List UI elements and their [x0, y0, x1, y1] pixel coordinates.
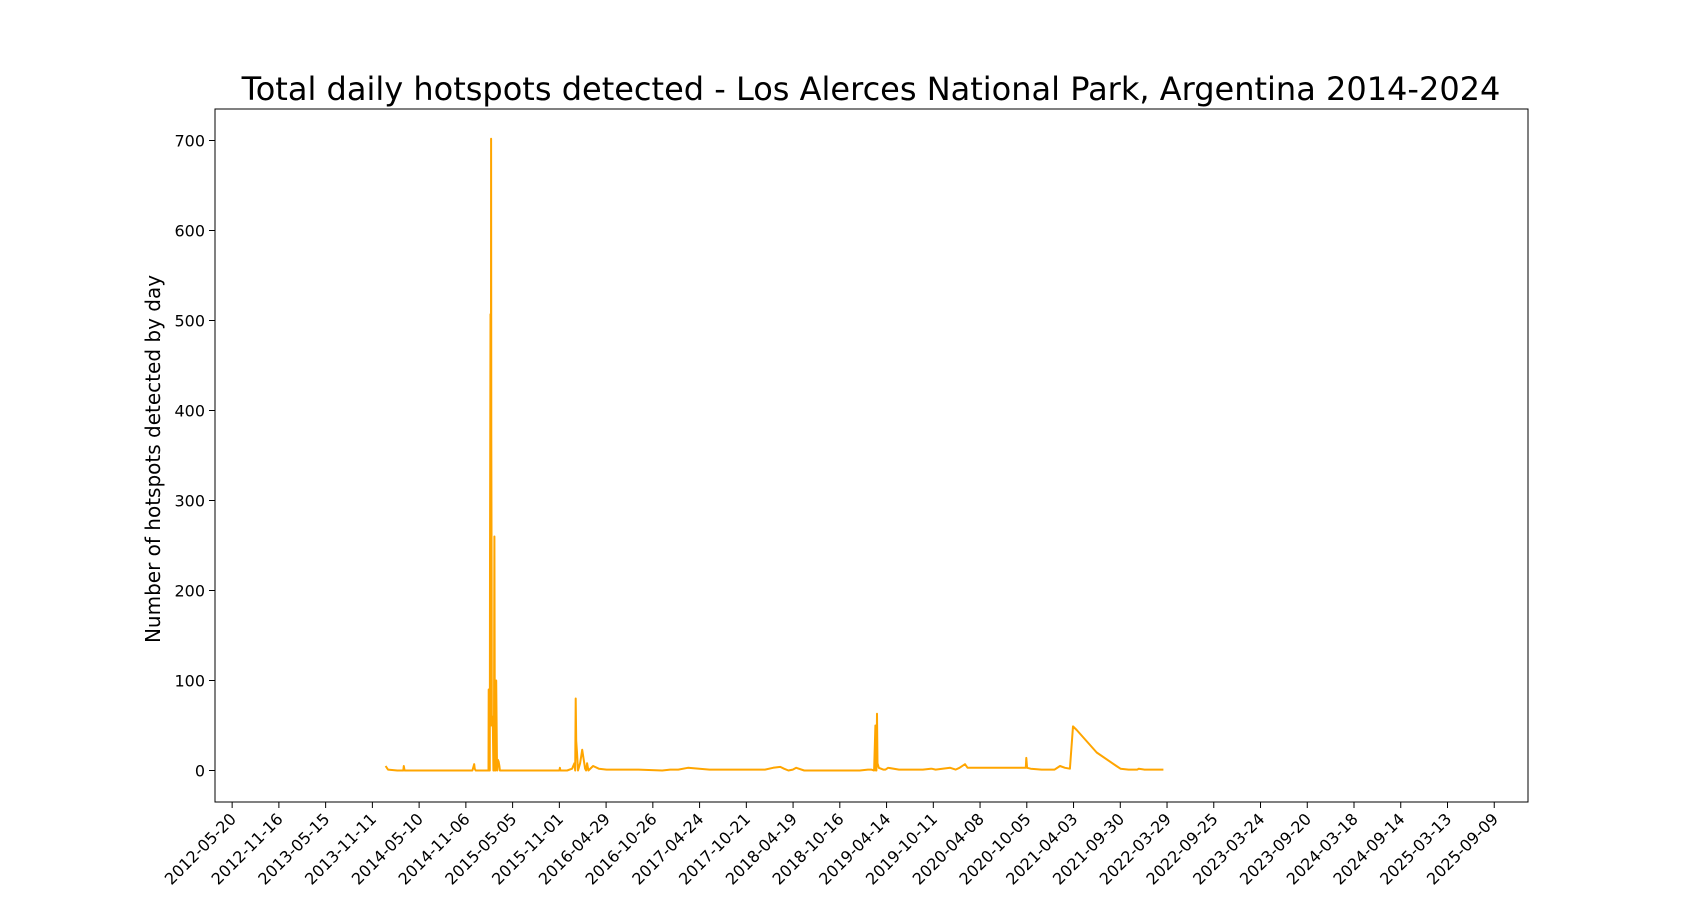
x-axis-ticks: 2012-05-202012-11-162013-05-152013-11-11… [161, 802, 1502, 889]
y-axis-ticks: 0 100 200 300 400 500 600 700 [174, 132, 215, 781]
y-tick-label: 500 [174, 312, 205, 331]
series-layer [384, 137, 1164, 772]
y-tick-label: 300 [174, 492, 205, 511]
y-tick-label: 700 [174, 132, 205, 151]
y-tick-label: 200 [174, 582, 205, 601]
y-tick-label: 0 [195, 762, 205, 781]
y-tick-label: 400 [174, 402, 205, 421]
y-tick-label: 600 [174, 222, 205, 241]
hotspots-series-line [384, 137, 1164, 772]
chart-title: Total daily hotspots detected - Los Aler… [241, 70, 1501, 108]
y-axis-label: Number of hotspots detected by day [141, 275, 165, 643]
plot-area-frame [214, 108, 1529, 803]
y-tick-label: 100 [174, 672, 205, 691]
